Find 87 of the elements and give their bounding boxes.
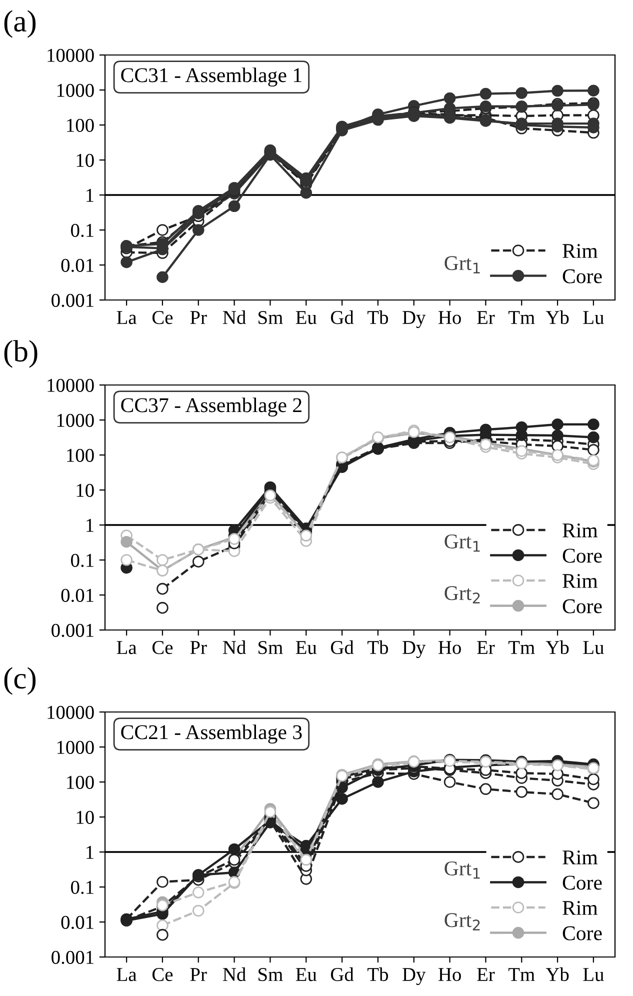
- x-tick-label: Nd: [222, 310, 246, 324]
- y-tick-label: 100: [67, 448, 94, 462]
- y-tick-label: 0.01: [61, 916, 94, 930]
- x-tick-label: Gd: [330, 310, 354, 324]
- y-tick-label: 0.001: [52, 624, 94, 638]
- y-tick-label: 100: [67, 118, 94, 132]
- y-tick-label: 10: [76, 810, 94, 824]
- y-tick-label: 1000: [57, 740, 94, 754]
- y-tick-label: 1000: [57, 84, 94, 97]
- legend-label: Core: [562, 599, 602, 614]
- y-tick-label: 1: [86, 188, 94, 202]
- annotation: Grt$_{2}$: [444, 586, 480, 604]
- x-tick-label: Ho: [438, 641, 461, 654]
- y-tick-label: 1000: [57, 414, 94, 427]
- x-tick-label: Tm: [508, 641, 535, 654]
- y-tick-label: 100: [67, 776, 94, 789]
- chart-title: (b): [4, 340, 38, 368]
- annotation: Grt$_{1}$: [444, 861, 480, 879]
- x-tick-label: Lu: [583, 311, 604, 324]
- x-tick-label: Tb: [368, 640, 388, 654]
- x-tick-label: La: [116, 311, 137, 324]
- text: CC37 - Assemblage 2: [121, 398, 302, 417]
- legend-label: Rim: [562, 523, 598, 538]
- y-tick-label: 0.1: [71, 224, 94, 238]
- x-tick-label: Eu: [296, 311, 317, 324]
- x-tick-label: Er: [477, 968, 495, 981]
- y-tick-label: 10: [76, 484, 94, 497]
- x-tick-label: Sm: [258, 641, 283, 654]
- x-tick-label: Sm: [258, 311, 283, 324]
- x-tick-label: Er: [477, 641, 495, 654]
- x-tick-label: Pr: [190, 641, 207, 654]
- x-tick-label: Tm: [508, 968, 535, 981]
- x-tick-label: La: [116, 641, 137, 654]
- x-tick-label: Er: [477, 311, 495, 324]
- annotation: Grt$_{1}$: [444, 256, 480, 274]
- y-tick-label: 10: [76, 154, 94, 167]
- y-tick-label: 10000: [48, 706, 94, 719]
- legend-label: Core: [562, 548, 602, 563]
- text: CC21 - Assemblage 3: [121, 724, 302, 744]
- text: CC31 - Assemblage 1: [121, 68, 302, 87]
- x-tick-label: Dy: [402, 968, 426, 986]
- y-tick-label: 10000: [48, 48, 94, 62]
- y-tick-label: 0.001: [52, 950, 94, 964]
- x-tick-label: Ce: [152, 311, 173, 324]
- x-tick-label: Ce: [152, 641, 173, 654]
- y-tick-label: 1: [86, 518, 94, 532]
- y-tick-label: 10000: [48, 378, 94, 392]
- x-tick-label: Tm: [508, 311, 535, 324]
- legend-label: Rim: [562, 574, 598, 588]
- x-tick-label: La: [116, 968, 137, 982]
- x-tick-label: Yb: [546, 640, 569, 654]
- y-tick-label: 0.01: [61, 258, 94, 272]
- x-tick-label: Lu: [583, 641, 604, 654]
- legend-label: Rim: [562, 900, 598, 915]
- x-tick-label: Yb: [546, 967, 569, 982]
- legend-label: Rim: [562, 244, 598, 258]
- x-tick-label: Gd: [330, 967, 354, 982]
- x-tick-label: Nd: [222, 640, 246, 654]
- annotation: Grt$_{2}$: [444, 913, 480, 930]
- x-tick-label: Gd: [330, 640, 354, 654]
- x-tick-label: Dy: [402, 641, 426, 658]
- x-tick-label: Tb: [368, 967, 388, 982]
- x-tick-label: Eu: [296, 968, 317, 982]
- y-tick-label: 0.1: [71, 554, 94, 568]
- chart-title: (c): [4, 667, 36, 695]
- y-tick-label: 0.001: [52, 294, 94, 308]
- annotation: Grt$_{1}$: [444, 534, 480, 552]
- legend-label: Rim: [562, 850, 598, 864]
- x-tick-label: Tb: [368, 310, 388, 324]
- x-tick-label: Lu: [583, 968, 604, 982]
- x-tick-label: Pr: [190, 968, 207, 981]
- x-tick-label: Nd: [222, 967, 246, 982]
- x-tick-label: Eu: [296, 641, 317, 654]
- legend-label: Core: [562, 269, 602, 284]
- x-tick-label: Ho: [438, 311, 461, 324]
- x-tick-label: Yb: [546, 310, 569, 324]
- y-tick-label: 1: [86, 846, 94, 859]
- chart-title: (a): [4, 10, 36, 38]
- x-tick-label: Ho: [438, 968, 461, 982]
- legend-label: Core: [562, 876, 602, 890]
- legend-label: Core: [562, 926, 602, 940]
- x-tick-label: Dy: [402, 311, 426, 328]
- x-tick-label: Ce: [152, 968, 173, 982]
- y-tick-label: 0.01: [61, 588, 94, 602]
- y-tick-label: 0.1: [71, 880, 94, 894]
- x-tick-label: Sm: [258, 968, 283, 982]
- x-tick-label: Pr: [190, 311, 207, 324]
